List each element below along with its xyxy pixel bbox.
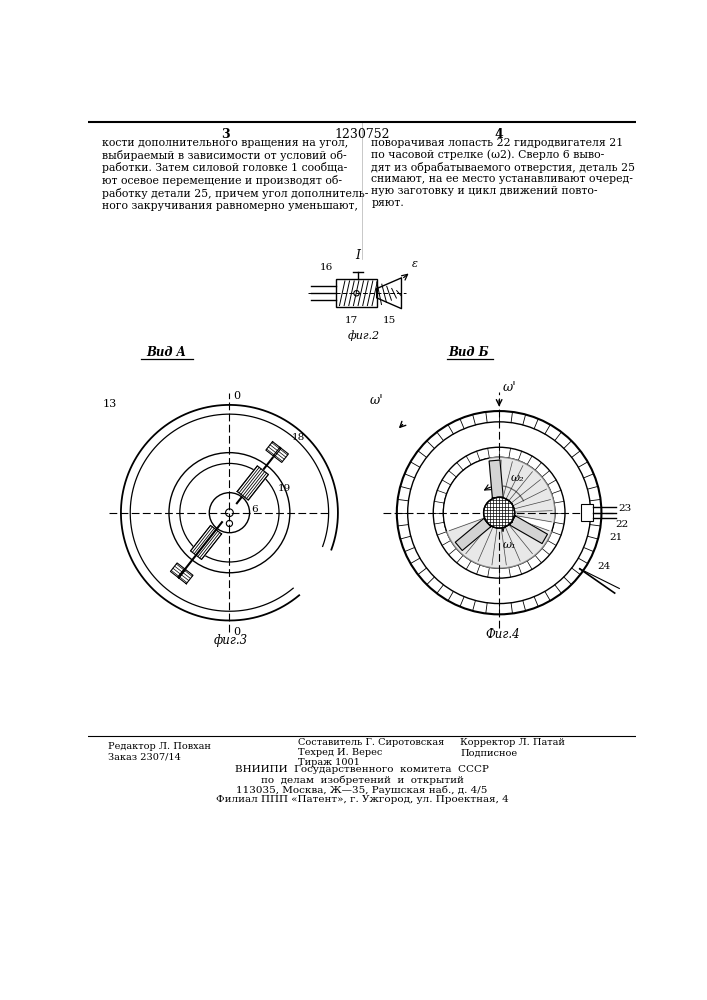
- Text: ω': ω': [502, 381, 516, 394]
- Circle shape: [433, 447, 565, 578]
- Text: Заказ 2307/14: Заказ 2307/14: [107, 753, 180, 762]
- Circle shape: [169, 453, 290, 573]
- Circle shape: [226, 509, 233, 517]
- Text: кости дополнительного вращения на угол,
выбираемый в зависимости от условий об-
: кости дополнительного вращения на угол, …: [103, 138, 368, 211]
- Polygon shape: [238, 466, 269, 500]
- Text: 1230752: 1230752: [334, 128, 390, 141]
- Circle shape: [354, 291, 359, 296]
- Circle shape: [443, 457, 555, 568]
- Circle shape: [443, 457, 555, 568]
- Circle shape: [484, 497, 515, 528]
- Bar: [337, 279, 377, 307]
- Text: 16: 16: [320, 263, 333, 272]
- Text: Редактор Л. Повхан: Редактор Л. Повхан: [107, 742, 211, 751]
- Circle shape: [180, 463, 279, 562]
- Polygon shape: [177, 569, 193, 584]
- Text: ω₁: ω₁: [503, 540, 517, 550]
- Text: Фиг.4: Фиг.4: [485, 628, 520, 641]
- Polygon shape: [489, 457, 555, 522]
- Text: Составитель Г. Сиротовская: Составитель Г. Сиротовская: [298, 738, 444, 747]
- Text: 0: 0: [233, 627, 240, 637]
- Polygon shape: [273, 447, 288, 462]
- Circle shape: [209, 493, 250, 533]
- Text: 113035, Москва, Ж—35, Раушская наб., д. 4/5: 113035, Москва, Ж—35, Раушская наб., д. …: [236, 785, 488, 795]
- Polygon shape: [190, 525, 221, 559]
- Text: 0: 0: [233, 391, 240, 401]
- Text: по  делам  изобретений  и  открытий: по делам изобретений и открытий: [260, 775, 463, 785]
- Text: Тираж 1001: Тираж 1001: [298, 758, 359, 767]
- Polygon shape: [455, 518, 491, 550]
- Text: Корректор Л. Патай: Корректор Л. Патай: [460, 738, 566, 747]
- Text: ВНИИПИ  Государственного  комитета  СССР: ВНИИПИ Государственного комитета СССР: [235, 765, 489, 774]
- Text: 22: 22: [615, 520, 629, 529]
- Text: ε: ε: [411, 259, 418, 269]
- Bar: [580, 504, 593, 521]
- Text: 15: 15: [382, 316, 396, 325]
- Polygon shape: [489, 460, 503, 498]
- Text: Вид A: Вид A: [146, 346, 186, 359]
- Text: I: I: [356, 249, 361, 262]
- Text: 21: 21: [609, 533, 622, 542]
- Circle shape: [408, 422, 590, 604]
- Polygon shape: [170, 563, 186, 578]
- Text: ω': ω': [370, 394, 383, 407]
- Text: 13: 13: [103, 399, 117, 409]
- Circle shape: [226, 520, 233, 527]
- Polygon shape: [447, 513, 551, 568]
- Text: Филиал ППП «Патент», г. Ужгород, ул. Проектная, 4: Филиал ППП «Патент», г. Ужгород, ул. Про…: [216, 795, 508, 804]
- Text: 4: 4: [495, 128, 503, 141]
- Circle shape: [397, 411, 602, 614]
- Text: 3: 3: [221, 128, 230, 141]
- Text: Подписное: Подписное: [460, 748, 518, 757]
- Text: Вид Б: Вид Б: [448, 346, 489, 359]
- Text: Техред И. Верес: Техред И. Верес: [298, 748, 382, 757]
- Text: фиг.2: фиг.2: [347, 330, 380, 341]
- Text: поворачивая лопасть 22 гидродвигателя 21
по часовой стрелке (ω2). Сверло 6 выво-: поворачивая лопасть 22 гидродвигателя 21…: [371, 138, 636, 208]
- Polygon shape: [510, 516, 547, 544]
- Text: 24: 24: [597, 562, 611, 571]
- Text: 17: 17: [344, 316, 358, 325]
- Text: 23: 23: [619, 504, 632, 513]
- Polygon shape: [266, 442, 281, 457]
- Text: фиг.3: фиг.3: [214, 634, 248, 647]
- Text: ω₂: ω₂: [510, 473, 525, 483]
- Text: 19: 19: [277, 484, 291, 493]
- Text: 6: 6: [251, 505, 258, 514]
- Text: 18: 18: [292, 433, 305, 442]
